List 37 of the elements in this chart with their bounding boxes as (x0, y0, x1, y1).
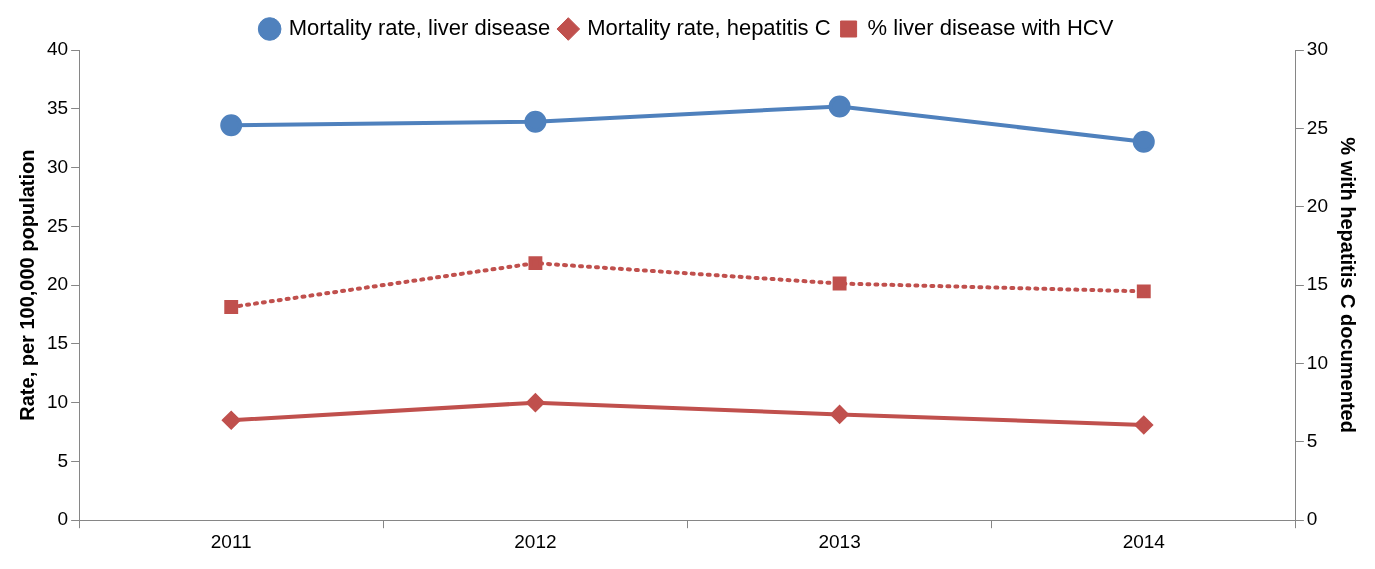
y2-tick-label: 30 (1306, 38, 1329, 60)
legend-label: Mortality rate, liver disease (288, 15, 551, 41)
point (832, 276, 847, 291)
y2-tick-label: 0 (1306, 508, 1318, 530)
y-axis-title: Rate, per 100,000 population (15, 149, 38, 421)
point (830, 405, 849, 424)
y-tick-label: 30 (46, 155, 69, 177)
legend-label: Mortality rate, hepatitis C (587, 15, 831, 41)
point (1136, 284, 1151, 299)
point (528, 256, 543, 271)
y-tick-label: 25 (46, 214, 69, 236)
y-tick-label: 40 (46, 38, 69, 60)
point (222, 411, 241, 430)
y-tick-label: 10 (46, 390, 69, 412)
x-tick-label: 2014 (1122, 530, 1166, 552)
point (526, 393, 545, 412)
y-tick-label: 15 (46, 332, 69, 354)
y2-tick-label: 10 (1306, 351, 1329, 373)
y2-tick-label: 15 (1306, 273, 1329, 295)
y2-tick-label: 5 (1306, 430, 1318, 452)
legend-label: % liver disease with HCV (867, 15, 1114, 41)
point (828, 95, 851, 118)
y-tick-label: 35 (46, 97, 69, 119)
point (1134, 415, 1153, 434)
y-tick-label: 20 (46, 273, 69, 295)
y2-tick-label: 20 (1306, 194, 1329, 216)
y-tick-label: 0 (57, 508, 69, 530)
x-tick-label: 2011 (210, 530, 252, 552)
y2-tick-label: 25 (1306, 116, 1329, 138)
point (224, 300, 239, 314)
point (1132, 130, 1155, 153)
point (524, 110, 547, 133)
y-tick-label: 5 (57, 449, 69, 471)
point (220, 114, 243, 137)
x-tick-label: 2013 (818, 530, 861, 552)
y2-axis-title: % with hepatitis C documented (1337, 137, 1360, 433)
x-tick-label: 2012 (514, 530, 557, 552)
